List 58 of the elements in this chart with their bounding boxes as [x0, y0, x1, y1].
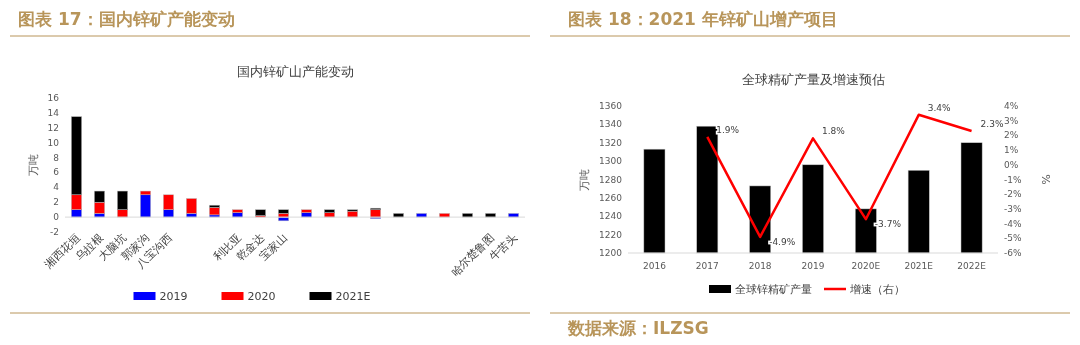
- x-tick-label: 2018: [748, 261, 772, 271]
- legend-label: 全球锌精矿产量: [735, 283, 812, 296]
- source-note: 数据来源：ILZSG: [567, 318, 709, 338]
- y2-tick-label: -4%: [1004, 218, 1022, 229]
- y-tick-label: 8: [53, 152, 60, 163]
- y2-tick-label: 0%: [1004, 159, 1019, 170]
- y2-tick-label: -3%: [1004, 203, 1022, 214]
- data-label: 3.4%: [927, 102, 952, 113]
- x-tick-label: 2019: [801, 261, 825, 271]
- y2-tick-label: 4%: [1004, 101, 1019, 111]
- y2-tick-label: 1%: [1004, 145, 1019, 156]
- y-tick-label: 0: [53, 212, 60, 223]
- y-tick-label: 14: [47, 107, 60, 118]
- y-tick-label: 1260: [599, 192, 623, 203]
- y2-tick-label: -6%: [1004, 248, 1022, 258]
- legend-item: 2021E: [309, 290, 371, 303]
- y2-tick-label: -1%: [1004, 174, 1022, 185]
- legend-label: 2019: [159, 290, 188, 303]
- text: 图表 18：2021 年锌矿山增产项目: [568, 9, 838, 29]
- legend-label: 2021E: [335, 290, 371, 303]
- y-tick-label: 1360: [599, 101, 623, 111]
- y-tick-label: 12: [47, 122, 59, 133]
- y-tick-label: -2: [50, 227, 59, 237]
- data-label: 2.3%: [980, 118, 1004, 129]
- y-tick-label: 1220: [599, 229, 623, 240]
- y-axis-title: 万吨: [578, 168, 591, 191]
- y2-tick-label: -2%: [1004, 189, 1022, 200]
- legend-item: 2020: [221, 290, 276, 303]
- legend-item: 2019: [133, 290, 188, 303]
- y-tick-label: 6: [53, 167, 60, 178]
- y-tick-label: 1320: [599, 137, 623, 148]
- text: 图表 17：国内锌矿产能变动: [18, 9, 235, 29]
- y-tick-label: 1240: [599, 211, 623, 222]
- y2-axis-title: %: [1039, 174, 1052, 185]
- y-tick-label: 16: [47, 93, 60, 103]
- y-axis-title: 万吨: [27, 154, 40, 176]
- x-tick-label: 2017: [695, 261, 719, 271]
- y-tick-label: 1200: [599, 248, 623, 258]
- y2-tick-label: -5%: [1004, 233, 1022, 244]
- x-tick-label: 2016: [642, 261, 667, 271]
- legend-item: 增速（右）: [824, 283, 905, 296]
- x-tick-label: 2022E: [957, 261, 987, 271]
- data-label: 1.8%: [822, 126, 846, 137]
- y2-tick-label: 3%: [1004, 115, 1019, 126]
- legend-item: 全球锌精矿产量: [709, 283, 812, 296]
- y-tick-label: 4: [53, 182, 60, 193]
- x-tick-label: 2021E: [904, 261, 934, 271]
- y-tick-label: 1280: [599, 174, 623, 185]
- x-tick-label: 2020E: [851, 261, 881, 271]
- y-tick-label: 1340: [599, 119, 623, 130]
- legend-label: 2020: [247, 290, 276, 303]
- legend-label: 增速（右）: [849, 283, 905, 296]
- chart-title: 全球精矿产量及增速预估: [741, 72, 885, 87]
- y-tick-label: 10: [47, 137, 60, 148]
- chart-title: 国内锌矿山产能变动: [236, 64, 354, 79]
- y-tick-label: 2: [53, 197, 59, 208]
- y-tick-label: 1300: [599, 156, 623, 167]
- y2-tick-label: 2%: [1004, 130, 1019, 141]
